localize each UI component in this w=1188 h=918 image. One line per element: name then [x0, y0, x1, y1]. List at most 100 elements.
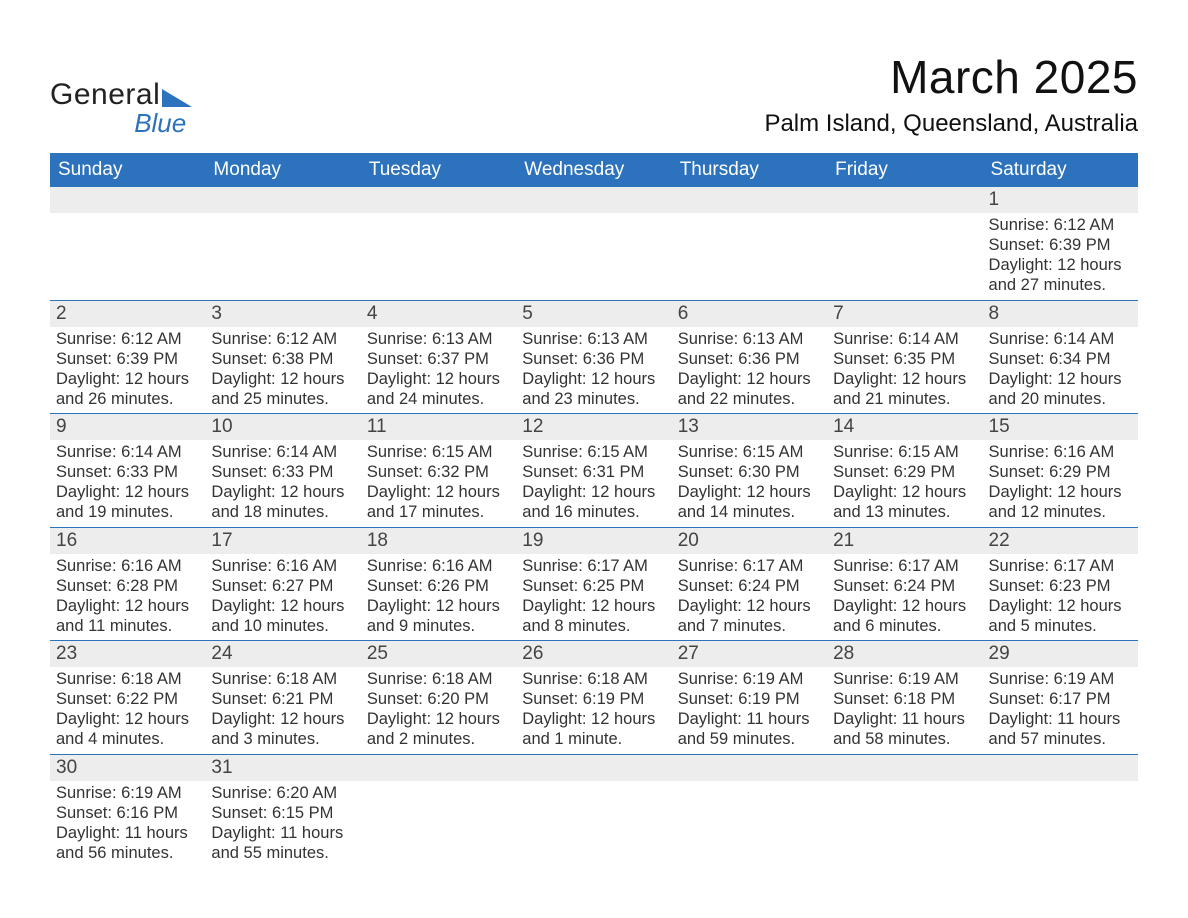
day-detail-cell: Sunrise: 6:19 AMSunset: 6:19 PMDaylight:… [672, 667, 827, 754]
day-detail-cell [672, 781, 827, 868]
day1-text: Daylight: 12 hours [522, 482, 665, 502]
sunrise-text: Sunrise: 6:20 AM [211, 783, 354, 803]
day2-text: and 8 minutes. [522, 616, 665, 636]
day-header: Monday [205, 153, 360, 187]
day-detail-cell: Sunrise: 6:14 AMSunset: 6:35 PMDaylight:… [827, 327, 982, 414]
day-header: Sunday [50, 153, 205, 187]
day2-text: and 23 minutes. [522, 389, 665, 409]
day-detail-cell: Sunrise: 6:18 AMSunset: 6:22 PMDaylight:… [50, 667, 205, 754]
sunset-text: Sunset: 6:19 PM [678, 689, 821, 709]
day-number-row: 9101112131415 [50, 414, 1138, 441]
day-detail-cell: Sunrise: 6:12 AMSunset: 6:38 PMDaylight:… [205, 327, 360, 414]
sunrise-text: Sunrise: 6:15 AM [367, 442, 510, 462]
sunrise-text: Sunrise: 6:15 AM [522, 442, 665, 462]
day-detail-cell: Sunrise: 6:16 AMSunset: 6:26 PMDaylight:… [361, 554, 516, 641]
sunset-text: Sunset: 6:32 PM [367, 462, 510, 482]
day1-text: Daylight: 12 hours [367, 709, 510, 729]
sunrise-text: Sunrise: 6:17 AM [678, 556, 821, 576]
day-detail-cell: Sunrise: 6:17 AMSunset: 6:23 PMDaylight:… [983, 554, 1138, 641]
day1-text: Daylight: 12 hours [833, 369, 976, 389]
day-detail-cell [672, 213, 827, 300]
sunset-text: Sunset: 6:33 PM [211, 462, 354, 482]
day1-text: Daylight: 12 hours [211, 709, 354, 729]
day-number-cell [672, 187, 827, 213]
day2-text: and 19 minutes. [56, 502, 199, 522]
day-header: Wednesday [516, 153, 671, 187]
day-number-cell: 17 [205, 527, 360, 554]
day-number-cell: 8 [983, 300, 1138, 327]
sunrise-text: Sunrise: 6:14 AM [833, 329, 976, 349]
day1-text: Daylight: 12 hours [522, 369, 665, 389]
day-detail-cell: Sunrise: 6:16 AMSunset: 6:28 PMDaylight:… [50, 554, 205, 641]
day-number-cell: 22 [983, 527, 1138, 554]
day-number-cell: 18 [361, 527, 516, 554]
day-number-cell: 3 [205, 300, 360, 327]
sunrise-text: Sunrise: 6:17 AM [522, 556, 665, 576]
day-detail-row: Sunrise: 6:14 AMSunset: 6:33 PMDaylight:… [50, 440, 1138, 527]
sunrise-text: Sunrise: 6:19 AM [678, 669, 821, 689]
day-number-cell: 14 [827, 414, 982, 441]
day-number-cell: 19 [516, 527, 671, 554]
sunset-text: Sunset: 6:22 PM [56, 689, 199, 709]
day-header: Friday [827, 153, 982, 187]
day-number-row: 23242526272829 [50, 641, 1138, 668]
day-number-cell: 25 [361, 641, 516, 668]
day-number-row: 16171819202122 [50, 527, 1138, 554]
day-detail-cell: Sunrise: 6:20 AMSunset: 6:15 PMDaylight:… [205, 781, 360, 868]
day2-text: and 58 minutes. [833, 729, 976, 749]
sunset-text: Sunset: 6:15 PM [211, 803, 354, 823]
day-number-cell: 7 [827, 300, 982, 327]
day1-text: Daylight: 12 hours [678, 482, 821, 502]
sunset-text: Sunset: 6:23 PM [989, 576, 1132, 596]
day-number-cell: 30 [50, 754, 205, 781]
day1-text: Daylight: 12 hours [211, 596, 354, 616]
day2-text: and 18 minutes. [211, 502, 354, 522]
sunset-text: Sunset: 6:17 PM [989, 689, 1132, 709]
day1-text: Daylight: 12 hours [56, 482, 199, 502]
day-number-cell: 1 [983, 187, 1138, 213]
day1-text: Daylight: 12 hours [522, 596, 665, 616]
brand-blue-text: Blue [50, 108, 192, 139]
day1-text: Daylight: 12 hours [833, 482, 976, 502]
day-detail-cell: Sunrise: 6:16 AMSunset: 6:27 PMDaylight:… [205, 554, 360, 641]
sunset-text: Sunset: 6:21 PM [211, 689, 354, 709]
day1-text: Daylight: 12 hours [678, 369, 821, 389]
day2-text: and 3 minutes. [211, 729, 354, 749]
day-header: Tuesday [361, 153, 516, 187]
sunrise-text: Sunrise: 6:19 AM [56, 783, 199, 803]
day-detail-cell [827, 213, 982, 300]
sunset-text: Sunset: 6:16 PM [56, 803, 199, 823]
day2-text: and 13 minutes. [833, 502, 976, 522]
day-detail-cell: Sunrise: 6:18 AMSunset: 6:20 PMDaylight:… [361, 667, 516, 754]
sunrise-text: Sunrise: 6:12 AM [56, 329, 199, 349]
day2-text: and 9 minutes. [367, 616, 510, 636]
day-detail-cell: Sunrise: 6:17 AMSunset: 6:25 PMDaylight:… [516, 554, 671, 641]
header-region: General Blue March 2025 Palm Island, Que… [50, 50, 1138, 139]
sunset-text: Sunset: 6:19 PM [522, 689, 665, 709]
day-detail-cell: Sunrise: 6:15 AMSunset: 6:31 PMDaylight:… [516, 440, 671, 527]
day2-text: and 4 minutes. [56, 729, 199, 749]
day-detail-cell: Sunrise: 6:15 AMSunset: 6:29 PMDaylight:… [827, 440, 982, 527]
day-number-cell: 5 [516, 300, 671, 327]
day-number-row: 2345678 [50, 300, 1138, 327]
day-header: Thursday [672, 153, 827, 187]
sunset-text: Sunset: 6:35 PM [833, 349, 976, 369]
sunset-text: Sunset: 6:18 PM [833, 689, 976, 709]
triangle-icon [162, 89, 192, 107]
day1-text: Daylight: 12 hours [367, 596, 510, 616]
sunrise-text: Sunrise: 6:13 AM [678, 329, 821, 349]
sunrise-text: Sunrise: 6:18 AM [211, 669, 354, 689]
sunset-text: Sunset: 6:34 PM [989, 349, 1132, 369]
sunset-text: Sunset: 6:26 PM [367, 576, 510, 596]
day1-text: Daylight: 12 hours [367, 369, 510, 389]
sunset-text: Sunset: 6:36 PM [522, 349, 665, 369]
day2-text: and 59 minutes. [678, 729, 821, 749]
day-number-cell: 9 [50, 414, 205, 441]
sunrise-text: Sunrise: 6:19 AM [989, 669, 1132, 689]
title-block: March 2025 Palm Island, Queensland, Aust… [764, 50, 1138, 138]
day-detail-cell: Sunrise: 6:12 AMSunset: 6:39 PMDaylight:… [983, 213, 1138, 300]
day-detail-cell [827, 781, 982, 868]
day2-text: and 2 minutes. [367, 729, 510, 749]
day-detail-row: Sunrise: 6:12 AMSunset: 6:39 PMDaylight:… [50, 213, 1138, 300]
sunset-text: Sunset: 6:33 PM [56, 462, 199, 482]
